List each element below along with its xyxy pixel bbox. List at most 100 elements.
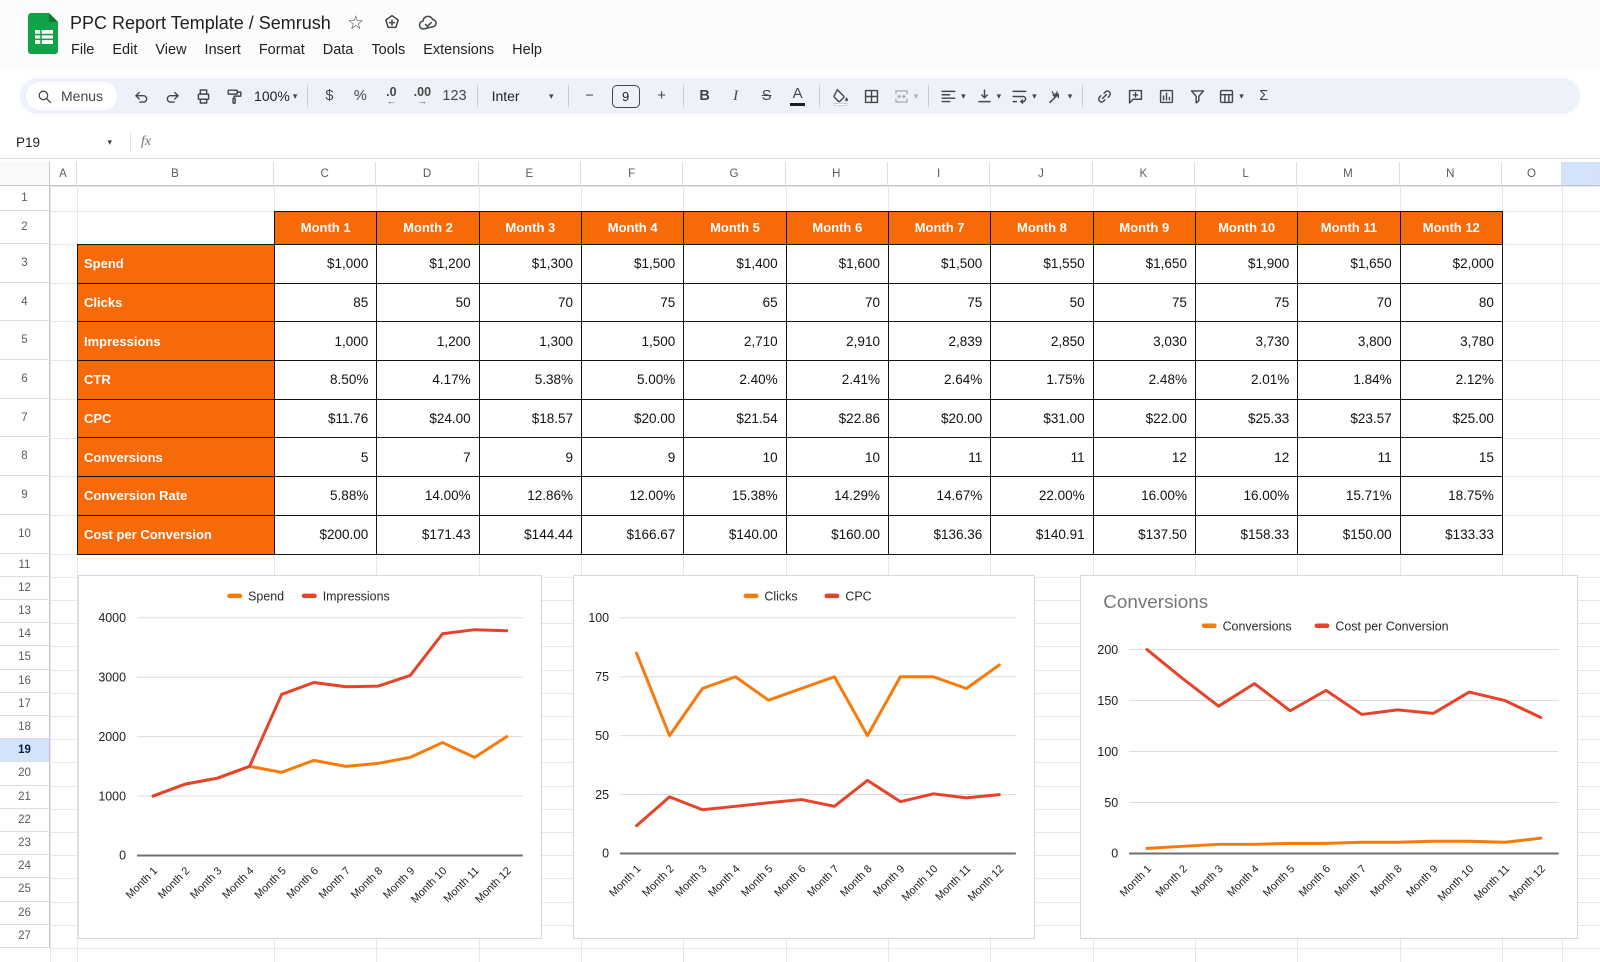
table-cell[interactable]: 16.00% [1093,477,1195,516]
increase-font-size-button[interactable]: + [647,82,677,110]
table-cell[interactable]: 2,710 [684,322,786,361]
format-percent-button[interactable]: % [345,82,375,110]
table-cell[interactable]: $1,200 [377,245,479,284]
font-size-button[interactable]: 9 [606,82,646,110]
table-cell[interactable]: $140.91 [991,515,1093,554]
decrease-font-size-button[interactable]: − [575,82,605,110]
table-cell[interactable]: 9 [581,438,683,477]
table-cell[interactable]: 2.40% [684,361,786,400]
table-cell[interactable]: 1.75% [991,361,1093,400]
table-cell[interactable]: 1,500 [581,322,683,361]
table-cell[interactable]: $24.00 [377,399,479,438]
metric-label[interactable]: Conversion Rate [78,477,275,516]
row-header-26[interactable]: 26 [0,902,50,925]
row-header-6[interactable]: 6 [0,360,50,399]
format-currency-button[interactable]: $ [314,82,344,110]
table-cell[interactable]: 75 [1093,283,1195,322]
menu-extensions[interactable]: Extensions [414,39,503,61]
table-cell[interactable]: 2,839 [888,322,990,361]
month-header[interactable]: Month 11 [1298,211,1400,245]
row-header-8[interactable]: 8 [0,438,50,477]
table-cell[interactable]: $136.36 [888,515,990,554]
strikethrough-button[interactable]: S [752,82,782,110]
table-cell[interactable]: 2.12% [1400,361,1502,400]
table-cell[interactable]: $140.00 [684,515,786,554]
table-cell[interactable]: 75 [581,283,683,322]
table-cell[interactable]: $158.33 [1195,515,1297,554]
row-header-21[interactable]: 21 [0,786,50,809]
table-cell[interactable]: $1,650 [1093,245,1195,284]
table-cell[interactable]: $25.33 [1195,399,1297,438]
menu-edit[interactable]: Edit [103,39,146,61]
insert-chart-button[interactable] [1151,82,1181,110]
table-cell[interactable]: 1,000 [275,322,377,361]
fill-color-button[interactable] [826,82,856,110]
column-header-J[interactable]: J [990,162,1092,186]
month-header[interactable]: Month 9 [1093,211,1195,245]
table-cell[interactable]: 11 [888,438,990,477]
row-header-19[interactable]: 19 [0,739,50,762]
table-cell[interactable]: $133.33 [1400,515,1502,554]
metric-label[interactable]: CTR [78,361,275,400]
table-cell[interactable]: 3,800 [1298,322,1400,361]
table-cell[interactable]: $1,500 [888,245,990,284]
name-box[interactable]: P19 ▾ [0,135,120,150]
bold-button[interactable]: B [690,82,720,110]
row-header-5[interactable]: 5 [0,321,50,360]
borders-button[interactable] [857,82,887,110]
table-cell[interactable]: 70 [479,283,581,322]
metric-label[interactable]: Impressions [78,322,275,361]
column-header-F[interactable]: F [581,162,683,186]
table-cell[interactable]: $1,300 [479,245,581,284]
month-header[interactable]: Month 6 [786,211,888,245]
table-cell[interactable]: 14.00% [377,477,479,516]
chart-conversions-cost-per-conversion[interactable]: ConversionsConversionsCost per Conversio… [1080,575,1578,939]
column-header-N[interactable]: N [1400,162,1502,186]
table-cell[interactable]: 8.50% [275,361,377,400]
column-header-O[interactable]: O [1502,162,1562,186]
table-cell[interactable]: 22.00% [991,477,1093,516]
star-icon[interactable]: ☆ [345,12,367,34]
row-header-12[interactable]: 12 [0,577,50,600]
increase-decimals-button[interactable]: .00→ [407,82,437,110]
table-cell[interactable]: $1,900 [1195,245,1297,284]
table-cell[interactable]: $23.57 [1298,399,1400,438]
table-cell[interactable]: 15 [1400,438,1502,477]
row-header-7[interactable]: 7 [0,399,50,438]
table-cell[interactable]: $1,600 [786,245,888,284]
cloud-status-icon[interactable] [417,12,439,34]
create-filter-button[interactable] [1182,82,1212,110]
table-cell[interactable]: 80 [1400,283,1502,322]
metric-label[interactable]: CPC [78,399,275,438]
table-cell[interactable]: 9 [479,438,581,477]
row-header-3[interactable]: 3 [0,244,50,283]
italic-button[interactable]: I [721,82,751,110]
chart-clicks-cpc[interactable]: ClicksCPC0255075100Month 1Month 2Month 3… [573,575,1035,939]
table-cell[interactable]: 50 [377,283,479,322]
decrease-decimals-button[interactable]: .0← [376,82,406,110]
table-cell[interactable]: 12.00% [581,477,683,516]
table-cell[interactable]: 2,910 [786,322,888,361]
table-cell[interactable]: 11 [1298,438,1400,477]
table-cell[interactable]: 2.41% [786,361,888,400]
table-cell[interactable]: 18.75% [1400,477,1502,516]
month-header[interactable]: Month 2 [377,211,479,245]
table-cell[interactable]: 85 [275,283,377,322]
table-cell[interactable]: 10 [786,438,888,477]
month-header[interactable]: Month 3 [479,211,581,245]
zoom-button[interactable]: 100%▾ [250,82,301,110]
paint-format-button[interactable] [219,82,249,110]
row-header-17[interactable]: 17 [0,693,50,716]
table-cell[interactable]: 12 [1195,438,1297,477]
insert-link-button[interactable] [1089,82,1119,110]
table-cell[interactable]: $22.86 [786,399,888,438]
text-color-button[interactable]: A [783,82,813,110]
column-header-G[interactable]: G [683,162,785,186]
table-cell[interactable]: 3,780 [1400,322,1502,361]
row-header-9[interactable]: 9 [0,476,50,515]
table-cell[interactable]: 3,030 [1093,322,1195,361]
table-cell[interactable]: 14.67% [888,477,990,516]
table-cell[interactable]: 3,730 [1195,322,1297,361]
month-header[interactable]: Month 4 [581,211,683,245]
table-cell[interactable]: $1,000 [275,245,377,284]
